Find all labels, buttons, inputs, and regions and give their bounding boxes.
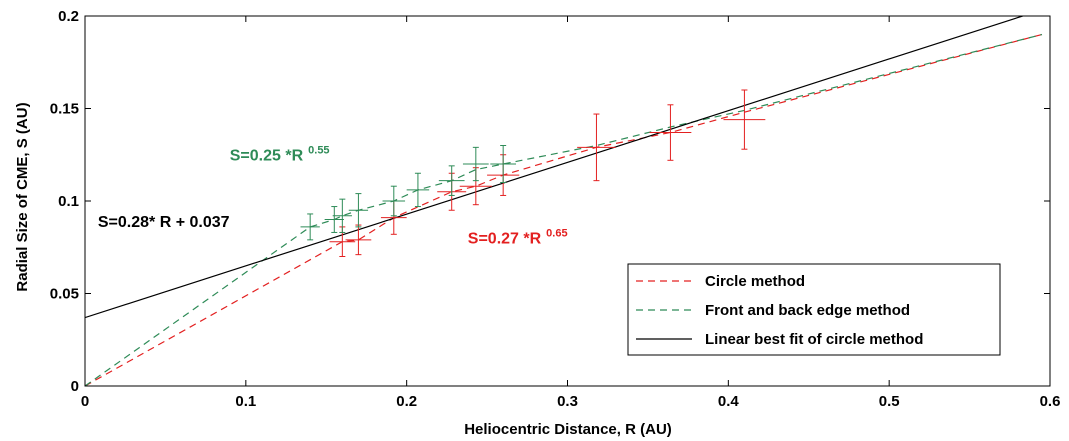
error-bar-1-7 xyxy=(462,146,489,182)
error-bar-1-0 xyxy=(300,213,320,241)
error-bar-1-6 xyxy=(438,165,465,196)
y-axis-label: Radial Size of CME, S (AU) xyxy=(14,102,31,291)
error-bar-1-2 xyxy=(332,198,352,233)
annotation-text: S=0.25 *R xyxy=(230,147,304,164)
x-tick-label: 0.2 xyxy=(396,393,417,410)
error-bar-1-4 xyxy=(382,185,406,217)
error-bar-1-1 xyxy=(324,206,344,233)
axes: 0 0.1 0.2 0.3 0.4 0.5 0.6 0 0.05 0.1 0.15 0.2 xyxy=(50,8,1061,410)
x-tick-label: 0.4 xyxy=(718,393,740,410)
series-line-1 xyxy=(85,33,1043,386)
x-tick-label: 0.5 xyxy=(879,393,900,410)
annotation-exponent: 0.55 xyxy=(308,144,329,156)
y-tick-label: 0.2 xyxy=(58,8,79,25)
error-bar-1-5 xyxy=(406,172,430,208)
x-tick-label: 0.3 xyxy=(557,393,578,410)
error-bar-1-8 xyxy=(490,145,517,183)
series-line-2 xyxy=(85,16,1023,319)
series-line-0 xyxy=(85,33,1043,386)
x-axis-label: Heliocentric Distance, R (AU) xyxy=(464,421,672,438)
x-tick-label: 0.1 xyxy=(235,393,256,410)
y-tick-label: 0.05 xyxy=(50,286,79,303)
annotation-2: S=0.28* R + 0.037 xyxy=(98,214,230,231)
annotation-text: S=0.27 *R xyxy=(468,231,542,248)
plot-area xyxy=(85,16,1043,386)
annotation-text: S=0.28* R + 0.037 xyxy=(98,214,230,231)
annotation-0: S=0.25 *R 0.55 xyxy=(230,144,330,164)
error-bar-0-7 xyxy=(649,104,692,161)
legend-entry-2: Linear best fit of circle method xyxy=(705,331,923,348)
legend-entry-1: Front and back edge method xyxy=(705,302,910,319)
y-tick-label: 0.15 xyxy=(50,101,79,118)
error-bar-0-1 xyxy=(345,224,372,256)
error-bar-0-6 xyxy=(577,113,616,182)
y-tick-label: 0.1 xyxy=(58,193,79,210)
annotation-exponent: 0.65 xyxy=(546,228,567,240)
x-tick-label: 0.6 xyxy=(1040,393,1061,410)
legend-entry-0: Circle method xyxy=(705,273,805,290)
y-tick-label: 0 xyxy=(71,378,79,395)
legend: Circle method Front and back edge method L… xyxy=(627,263,1001,356)
error-bar-1-3 xyxy=(348,193,369,228)
x-tick-label: 0 xyxy=(81,393,89,410)
annotation-1: S=0.27 *R 0.65 xyxy=(468,228,568,248)
annotations: S=0.25 *R 0.55 S=0.27 *R 0.65 S=0.28* R + 0.… xyxy=(98,144,568,247)
error-bar-0-8 xyxy=(723,89,766,150)
